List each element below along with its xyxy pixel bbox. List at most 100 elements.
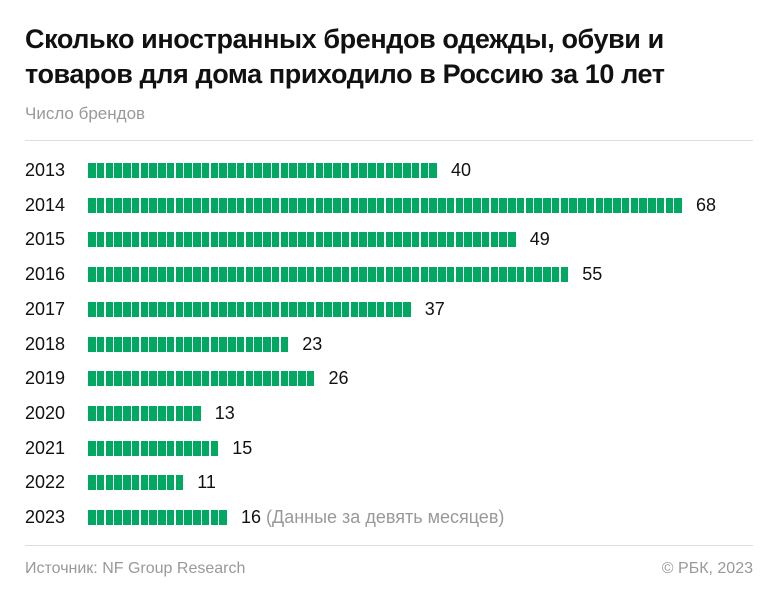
bar-segment	[158, 371, 166, 387]
source-text: Источник: NF Group Research	[25, 560, 246, 577]
bar-segment	[280, 371, 288, 387]
bar-segment	[333, 197, 341, 213]
bar-segment	[280, 163, 288, 178]
bar-segment	[123, 197, 131, 213]
bar-segment	[306, 267, 315, 283]
bar-segment	[131, 440, 140, 456]
bar-segment	[114, 301, 122, 317]
bar-segment	[385, 163, 393, 178]
bar-segment	[193, 163, 201, 178]
bar-segment	[219, 232, 227, 248]
bar-segment	[621, 197, 630, 213]
bar	[88, 371, 316, 387]
bar-segment	[411, 197, 420, 213]
bar-segment	[411, 232, 420, 248]
bar-segment	[315, 163, 323, 178]
bar-segment	[210, 301, 218, 317]
bar-segment	[140, 232, 148, 248]
bar-segment	[359, 232, 367, 248]
bar-segment	[140, 371, 148, 387]
bar-segment	[158, 267, 166, 283]
top-divider	[25, 140, 753, 141]
bar-segment	[175, 267, 183, 283]
bar-segment	[149, 301, 157, 317]
bar-segment	[88, 301, 96, 317]
bar-segment	[254, 371, 262, 387]
bar-segment	[175, 197, 183, 213]
bar-segment	[289, 371, 297, 387]
category-label: 2015	[25, 229, 66, 250]
bar-segment	[166, 475, 175, 491]
data-label: 16 (Данные за девять месяцев)	[241, 507, 504, 527]
bar-segment	[193, 301, 201, 317]
bar-segment	[359, 267, 367, 283]
bar-row: 2016 55	[0, 264, 778, 284]
bar-segment	[149, 197, 157, 213]
bar-segment	[105, 232, 113, 248]
bar-segment	[551, 267, 560, 283]
bar-segment	[96, 440, 105, 456]
bar-segment	[158, 336, 166, 352]
bar	[88, 301, 412, 317]
bar-row: 2019 26	[0, 368, 778, 388]
bar-segment	[306, 197, 315, 213]
bar-segment	[201, 232, 210, 248]
bar-segment	[131, 475, 140, 491]
data-label: 13	[215, 403, 235, 423]
category-label: 2013	[25, 160, 66, 180]
bar	[88, 510, 228, 525]
bar-segment	[114, 405, 122, 421]
bar-segment	[324, 267, 332, 283]
data-value: 55	[582, 264, 603, 285]
bar-segment	[149, 232, 157, 248]
bar-segment	[665, 197, 673, 213]
bar-segment	[306, 163, 315, 178]
bar-segment	[341, 163, 350, 178]
data-label: 37	[425, 299, 445, 319]
bar	[88, 336, 289, 352]
bar-segment	[508, 232, 516, 248]
bar-segment	[438, 267, 446, 283]
bar-row: 2015 49	[0, 229, 778, 249]
bar-segment	[105, 163, 113, 178]
bar-segment	[228, 163, 236, 178]
bar-segment	[438, 232, 446, 248]
bar-segment	[175, 405, 183, 421]
bar-segment	[228, 197, 236, 213]
bar-segment	[569, 197, 577, 213]
bar-segment	[411, 163, 420, 178]
bar-segment	[123, 267, 131, 283]
bar-segment	[263, 267, 271, 283]
bar-segment	[88, 163, 96, 178]
bar-segment	[455, 197, 463, 213]
data-value: 26	[328, 368, 349, 389]
bar-segment	[586, 197, 595, 213]
data-label: 23	[302, 334, 322, 354]
category-label: 2014	[25, 194, 66, 215]
bar-segment	[403, 163, 411, 178]
data-value: 15	[232, 437, 253, 458]
bar-segment	[245, 232, 253, 248]
bar-segment	[271, 197, 280, 213]
bar-segment	[481, 197, 490, 213]
bar-segment	[175, 232, 183, 248]
bar-segment	[88, 232, 96, 248]
bar-segment	[114, 475, 122, 491]
bar-segment	[350, 232, 358, 248]
bar-segment	[219, 336, 227, 352]
bar-segment	[420, 267, 428, 283]
bar-segment	[674, 197, 682, 213]
data-value: 16	[241, 507, 262, 527]
bar-segment	[88, 267, 96, 283]
bar-segment	[175, 336, 183, 352]
bar-segment	[280, 197, 288, 213]
bar	[88, 475, 184, 491]
bar-segment	[613, 197, 621, 213]
bar-segment	[420, 163, 428, 178]
bar	[88, 197, 683, 213]
bar-segment	[350, 267, 358, 283]
bar-segment	[105, 475, 113, 491]
bar-segment	[394, 232, 402, 248]
bar-segment	[490, 197, 498, 213]
bar-segment	[254, 336, 262, 352]
